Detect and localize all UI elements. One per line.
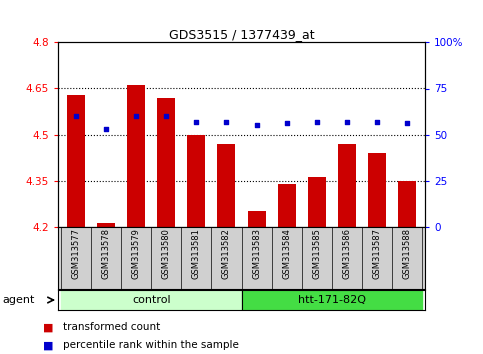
Text: GSM313581: GSM313581	[192, 228, 201, 279]
Text: control: control	[132, 295, 170, 305]
Bar	[187, 135, 205, 227]
Text: GSM313580: GSM313580	[162, 228, 171, 279]
Text: GSM313582: GSM313582	[222, 228, 231, 279]
Point	[283, 121, 290, 126]
Point	[223, 119, 230, 125]
Point	[102, 126, 110, 132]
Point	[313, 119, 321, 125]
Text: GSM313578: GSM313578	[101, 228, 111, 279]
Bar	[97, 223, 115, 227]
Text: GSM313579: GSM313579	[132, 228, 141, 279]
Text: GSM313577: GSM313577	[71, 228, 81, 279]
Text: GSM313583: GSM313583	[252, 228, 261, 279]
Bar	[338, 144, 356, 227]
Title: GDS3515 / 1377439_at: GDS3515 / 1377439_at	[169, 28, 314, 41]
Text: GSM313585: GSM313585	[312, 228, 321, 279]
Text: GSM313584: GSM313584	[282, 228, 291, 279]
Point	[343, 119, 351, 125]
Bar	[398, 181, 416, 227]
Point	[193, 119, 200, 125]
Text: ■: ■	[43, 340, 54, 350]
Bar	[247, 211, 266, 227]
Text: GSM313586: GSM313586	[342, 228, 351, 279]
Point	[72, 113, 80, 119]
Point	[162, 113, 170, 119]
Text: htt-171-82Q: htt-171-82Q	[298, 295, 366, 305]
Text: GSM313588: GSM313588	[402, 228, 412, 279]
Bar	[67, 95, 85, 227]
Text: GSM313587: GSM313587	[372, 228, 382, 279]
Bar	[157, 98, 175, 227]
Text: percentile rank within the sample: percentile rank within the sample	[63, 340, 239, 350]
Bar	[308, 177, 326, 227]
Bar	[217, 144, 236, 227]
Point	[132, 113, 140, 119]
Text: transformed count: transformed count	[63, 322, 160, 332]
Text: ■: ■	[43, 322, 54, 332]
Point	[253, 122, 260, 128]
Point	[403, 121, 411, 126]
Bar	[127, 85, 145, 227]
Point	[373, 119, 381, 125]
Text: agent: agent	[2, 295, 35, 305]
Bar	[278, 184, 296, 227]
Bar	[368, 153, 386, 227]
